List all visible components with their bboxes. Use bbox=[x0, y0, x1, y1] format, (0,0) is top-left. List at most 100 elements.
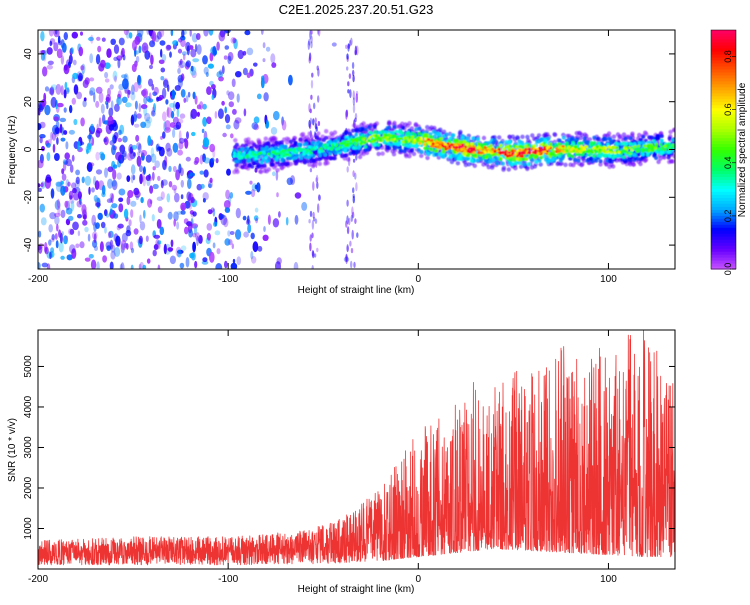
noise-blob bbox=[68, 54, 73, 65]
noise-blob bbox=[172, 101, 176, 112]
signal-point bbox=[278, 146, 283, 151]
noise-blob bbox=[179, 60, 186, 68]
noise-blob bbox=[60, 137, 66, 142]
noise-blob bbox=[309, 210, 313, 218]
noise-blob bbox=[253, 62, 258, 67]
signal-point bbox=[592, 141, 597, 145]
noise-blob bbox=[86, 148, 89, 155]
noise-blob bbox=[209, 52, 214, 62]
signal-point bbox=[371, 140, 375, 144]
signal-point bbox=[275, 149, 279, 153]
signal-point bbox=[302, 142, 307, 147]
signal-point bbox=[654, 156, 659, 160]
noise-blob bbox=[312, 118, 315, 126]
noise-blob bbox=[57, 35, 61, 44]
noise-blob bbox=[352, 103, 356, 114]
noise-blob bbox=[109, 208, 113, 216]
signal-point bbox=[240, 165, 245, 170]
noise-blob bbox=[80, 65, 85, 71]
noise-blob bbox=[158, 59, 165, 65]
signal-peak bbox=[534, 151, 538, 154]
signal-point bbox=[363, 145, 368, 149]
noise-blob bbox=[96, 261, 100, 269]
noise-blob bbox=[149, 176, 152, 182]
noise-blob bbox=[236, 256, 242, 266]
colorbar-band bbox=[711, 227, 736, 231]
signal-point bbox=[637, 141, 642, 145]
noise-blob bbox=[202, 116, 208, 127]
colorbar-band bbox=[711, 47, 736, 52]
noise-blob bbox=[189, 171, 193, 177]
noise-blob bbox=[318, 194, 321, 202]
noise-blob bbox=[107, 166, 114, 173]
colorbar-frame bbox=[710, 29, 737, 270]
signal-point bbox=[255, 159, 259, 163]
noise-blob bbox=[128, 32, 133, 39]
noise-blob bbox=[356, 232, 359, 238]
colorbar-band bbox=[711, 35, 736, 40]
signal-point bbox=[346, 139, 350, 143]
noise-blob bbox=[99, 241, 104, 253]
signal-point bbox=[286, 153, 290, 157]
signal-point bbox=[477, 151, 481, 155]
noise-blob bbox=[242, 67, 248, 76]
signal-point bbox=[459, 140, 464, 144]
signal-point bbox=[398, 130, 403, 134]
noise-blob bbox=[170, 110, 175, 119]
signal-point bbox=[367, 125, 372, 130]
noise-blob bbox=[202, 103, 207, 110]
colorbar-band bbox=[711, 185, 736, 189]
noise-blob bbox=[166, 147, 173, 157]
signal-point bbox=[557, 138, 562, 143]
noise-blob bbox=[162, 111, 167, 122]
noise-blob bbox=[160, 76, 165, 81]
signal-point bbox=[579, 147, 583, 151]
noise-blob bbox=[100, 103, 105, 114]
noise-blob bbox=[48, 239, 52, 246]
noise-blob bbox=[186, 131, 189, 140]
noise-blob bbox=[61, 168, 65, 175]
signal-point bbox=[501, 161, 505, 166]
signal-point bbox=[309, 134, 315, 140]
noise-blob bbox=[130, 264, 134, 269]
noise-blob bbox=[135, 195, 139, 200]
noise-blob bbox=[188, 204, 193, 210]
signal-point bbox=[608, 148, 612, 152]
noise-blob bbox=[106, 48, 112, 58]
noise-blob bbox=[126, 175, 131, 183]
noise-blob bbox=[139, 173, 143, 185]
signal-point bbox=[660, 138, 664, 143]
colorbar-band bbox=[711, 224, 736, 228]
noise-blob bbox=[113, 44, 120, 54]
signal-point bbox=[521, 157, 526, 162]
noise-blob bbox=[38, 230, 42, 238]
noise-blob bbox=[134, 100, 138, 110]
signal-point bbox=[659, 134, 664, 139]
noise-blob bbox=[132, 39, 138, 51]
signal-point bbox=[388, 134, 393, 138]
noise-blob bbox=[194, 260, 198, 269]
signal-point bbox=[307, 162, 312, 167]
signal-point bbox=[504, 153, 508, 157]
noise-blob bbox=[226, 90, 230, 96]
colorbar-band bbox=[711, 53, 736, 58]
noise-blob bbox=[261, 75, 265, 81]
spectrogram-x-tick-label: 0 bbox=[416, 274, 422, 285]
noise-blob bbox=[106, 198, 113, 203]
noise-blob bbox=[214, 111, 218, 119]
signal-point bbox=[520, 154, 524, 158]
noise-blob bbox=[180, 73, 185, 81]
signal-point bbox=[297, 147, 301, 150]
noise-blob bbox=[169, 122, 176, 128]
spectrogram-xlabel: Height of straight line (km) bbox=[298, 285, 415, 296]
signal-point bbox=[667, 136, 672, 141]
noise-blob bbox=[139, 214, 142, 224]
signal-point bbox=[344, 143, 348, 147]
signal-point bbox=[372, 124, 377, 129]
noise-blob bbox=[312, 181, 315, 191]
noise-blob bbox=[311, 72, 314, 78]
signal-peak bbox=[443, 145, 447, 148]
noise-blob bbox=[172, 128, 176, 138]
colorbar-band bbox=[711, 71, 736, 76]
signal-point bbox=[297, 142, 301, 147]
